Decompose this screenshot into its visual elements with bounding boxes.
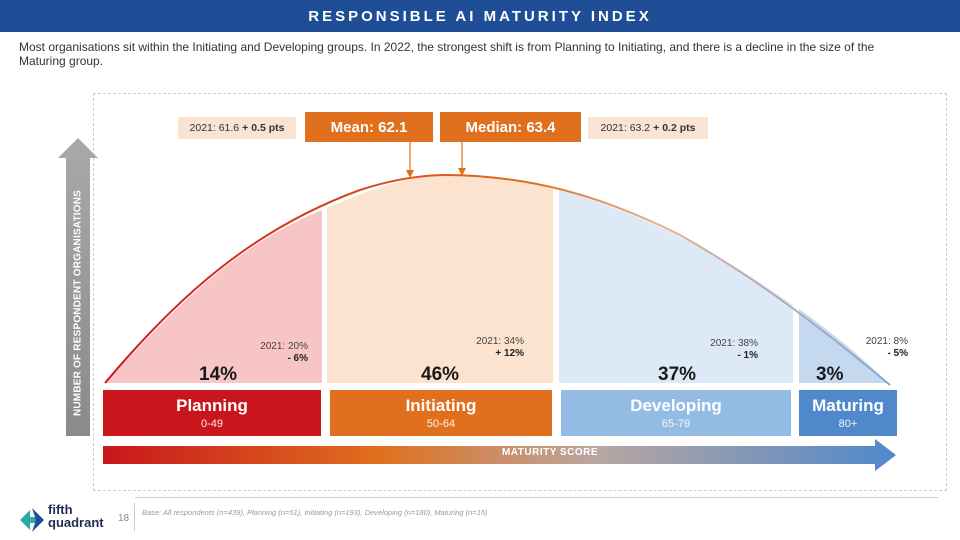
mean-box: Mean: 62.1: [305, 112, 433, 142]
initiating-change-label: 2021: 34% + 12%: [454, 336, 524, 360]
developing-prev-text: 2021: 38%: [710, 338, 758, 349]
group-box-initiating: Initiating 50-64: [330, 390, 552, 436]
maturing-range: 80+: [838, 418, 858, 430]
median-change-text: + 0.2 pts: [653, 122, 696, 134]
logo-text-line2: quadrant: [48, 515, 104, 530]
median-prev-text: 2021: 63.2: [600, 122, 651, 134]
base-note: Base: All respondents (n=439), Planning …: [142, 508, 488, 517]
maturing-change-label: 2021: 8% - 5%: [850, 336, 908, 360]
planning-range: 0-49: [200, 418, 224, 430]
maturing-prev-text: 2021: 8%: [865, 336, 908, 347]
initiating-range: 50-64: [426, 418, 456, 430]
footer-divider: [135, 497, 938, 498]
segment-fill-planning: [105, 210, 322, 383]
developing-change-label: 2021: 38% - 1%: [690, 338, 758, 362]
segment-fill-developing: [559, 190, 793, 383]
subtitle: Most organisations sit within the Initia…: [19, 40, 875, 68]
maturing-name: Maturing: [812, 396, 884, 415]
page-number: 18: [118, 513, 130, 524]
mean-prev-text: 2021: 61.6: [189, 122, 240, 134]
developing-share: 37%: [658, 364, 697, 385]
median-pointer-arrowhead: [458, 168, 466, 176]
maturing-change-text: - 5%: [887, 348, 908, 359]
group-box-developing: Developing 65-79: [561, 390, 791, 436]
y-axis-label: NUMBER OF RESPONDENT ORGANISATIONS: [72, 189, 84, 417]
distribution-curve: [104, 173, 891, 386]
mean-2021-callout: 2021: 61.6 + 0.5 pts: [178, 117, 296, 139]
y-axis-label-wrap: NUMBER OF RESPONDENT ORGANISATIONS: [63, 138, 93, 438]
planning-name: Planning: [176, 396, 248, 415]
developing-range: 65-79: [661, 418, 691, 430]
segment-fill-initiating: [327, 175, 553, 383]
x-axis-label: MATURITY SCORE: [501, 447, 599, 458]
planning-change-text: - 6%: [287, 353, 308, 364]
developing-change-text: - 1%: [737, 350, 758, 361]
y-axis-arrow: [58, 138, 98, 436]
chart-frame: [93, 93, 947, 491]
mean-label: Mean: 62.1: [330, 118, 408, 136]
planning-share: 14%: [199, 364, 238, 385]
median-2021-callout: 2021: 63.2 + 0.2 pts: [588, 117, 708, 139]
planning-prev-text: 2021: 20%: [260, 341, 308, 352]
group-box-maturing: Maturing 80+: [799, 390, 897, 436]
logo-text-line1: fifth: [48, 502, 73, 517]
initiating-prev-text: 2021: 34%: [476, 336, 524, 347]
x-axis-arrow: [103, 439, 896, 471]
developing-name: Developing: [630, 396, 722, 415]
mean-pointer-arrowhead: [406, 170, 414, 178]
logo-mark-icon: [20, 508, 44, 532]
mean-change-text: + 0.5 pts: [242, 122, 285, 134]
page-title: RESPONSIBLE AI MATURITY INDEX: [308, 7, 652, 25]
initiating-change-text: + 12%: [495, 348, 524, 359]
median-label: Median: 63.4: [465, 118, 556, 136]
initiating-share: 46%: [421, 364, 460, 385]
maturing-share: 3%: [816, 364, 844, 385]
initiating-name: Initiating: [405, 396, 477, 415]
planning-change-label: 2021: 20% - 6%: [240, 341, 308, 365]
median-box: Median: 63.4: [440, 112, 581, 142]
title-bar: RESPONSIBLE AI MATURITY INDEX: [0, 0, 960, 32]
group-box-planning: Planning 0-49: [103, 390, 321, 436]
footer-separator: [134, 503, 135, 531]
fifth-quadrant-logo: fifth quadrant: [18, 503, 128, 535]
